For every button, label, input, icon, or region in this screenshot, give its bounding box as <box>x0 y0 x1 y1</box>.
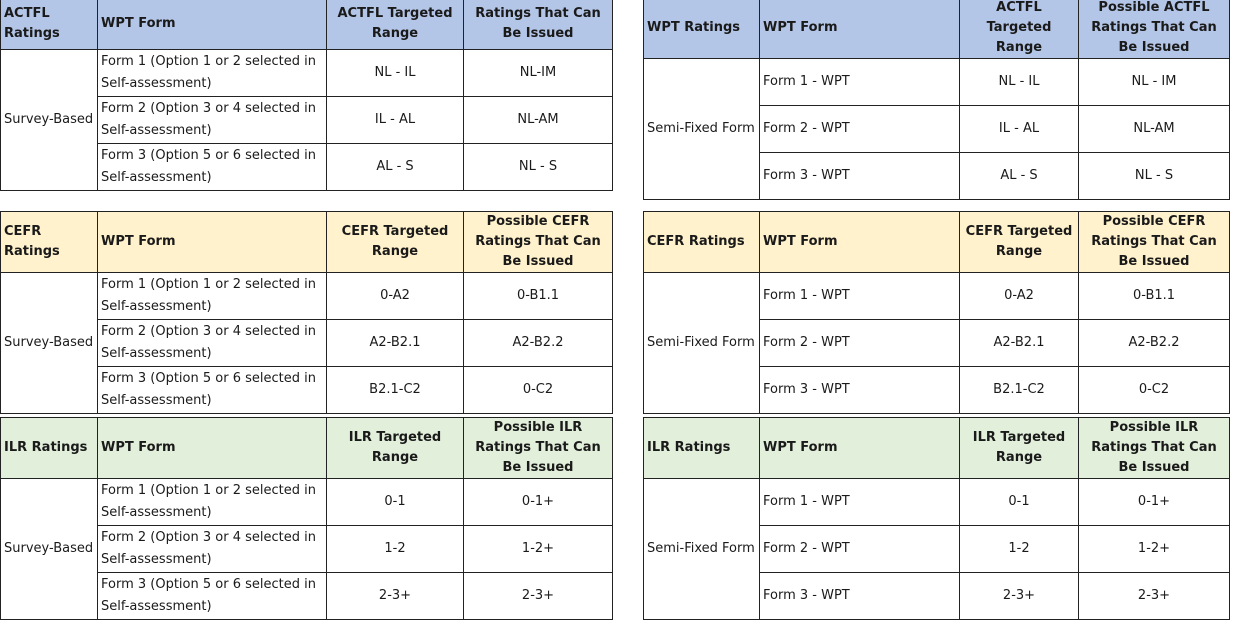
header-ratings-issued: Possible CEFR Ratings That Can Be Issued <box>1078 211 1230 273</box>
issued-cell: 1-2+ <box>463 525 613 573</box>
range-cell: A2-B2.1 <box>326 319 464 367</box>
group-label: Survey-Based <box>0 272 98 414</box>
header-ratings: CEFR Ratings <box>0 211 98 273</box>
range-cell: AL - S <box>326 143 464 191</box>
actfl-survey-table: ACTFL Ratings WPT Form ACTFL Targeted Ra… <box>0 0 613 191</box>
header-targeted-range: ACTFL Targeted Range <box>959 0 1079 59</box>
issued-cell: NL - S <box>1078 152 1230 200</box>
issued-cell: 2-3+ <box>1078 572 1230 620</box>
form-cell: Form 3 - WPT <box>759 572 960 620</box>
issued-cell: NL-AM <box>1078 105 1230 153</box>
issued-cell: NL-IM <box>463 49 613 97</box>
issued-cell: NL - IM <box>1078 58 1230 106</box>
form-cell: Form 1 - WPT <box>759 58 960 106</box>
header-wpt-form: WPT Form <box>759 211 960 273</box>
group-label: Survey-Based <box>0 478 98 620</box>
range-cell: 0-A2 <box>959 272 1079 320</box>
range-cell: 1-2 <box>326 525 464 573</box>
header-targeted-range: ACTFL Targeted Range <box>326 0 464 50</box>
form-cell: Form 2 - WPT <box>759 105 960 153</box>
form-cell: Form 2 (Option 3 or 4 selected in Self-a… <box>97 525 327 573</box>
form-cell: Form 1 - WPT <box>759 478 960 526</box>
range-cell: B2.1-C2 <box>326 366 464 414</box>
range-cell: 2-3+ <box>326 572 464 620</box>
issued-cell: 0-C2 <box>463 366 613 414</box>
form-cell: Form 2 (Option 3 or 4 selected in Self-a… <box>97 319 327 367</box>
issued-cell: 0-1+ <box>463 478 613 526</box>
header-ratings: CEFR Ratings <box>643 211 760 273</box>
header-wpt-form: WPT Form <box>97 0 327 50</box>
header-wpt-form: WPT Form <box>759 417 960 479</box>
actfl-semi-fixed-table: WPT Ratings WPT Form ACTFL Targeted Rang… <box>643 0 1230 200</box>
header-ratings: ACTFL Ratings <box>0 0 98 50</box>
issued-cell: 0-B1.1 <box>463 272 613 320</box>
range-cell: A2-B2.1 <box>959 319 1079 367</box>
issued-cell: 0-1+ <box>1078 478 1230 526</box>
form-cell: Form 3 (Option 5 or 6 selected in Self-a… <box>97 366 327 414</box>
header-wpt-form: WPT Form <box>97 417 327 479</box>
issued-cell: A2-B2.2 <box>463 319 613 367</box>
form-cell: Form 1 - WPT <box>759 272 960 320</box>
header-wpt-form: WPT Form <box>759 0 960 59</box>
range-cell: NL - IL <box>326 49 464 97</box>
form-cell: Form 1 (Option 1 or 2 selected in Self-a… <box>97 49 327 97</box>
header-targeted-range: CEFR Targeted Range <box>959 211 1079 273</box>
header-ratings: ILR Ratings <box>643 417 760 479</box>
cefr-survey-table: CEFR Ratings WPT Form CEFR Targeted Rang… <box>0 211 613 414</box>
range-cell: 2-3+ <box>959 572 1079 620</box>
header-ratings-issued: Ratings That Can Be Issued <box>463 0 613 50</box>
form-cell: Form 2 (Option 3 or 4 selected in Self-a… <box>97 96 327 144</box>
header-ratings-issued: Possible ILR Ratings That Can Be Issued <box>1078 417 1230 479</box>
issued-cell: A2-B2.2 <box>1078 319 1230 367</box>
issued-cell: NL-AM <box>463 96 613 144</box>
group-label: Survey-Based <box>0 49 98 191</box>
group-label: Semi-Fixed Form <box>643 272 760 414</box>
header-targeted-range: ILR Targeted Range <box>326 417 464 479</box>
form-cell: Form 3 (Option 5 or 6 selected in Self-a… <box>97 143 327 191</box>
ilr-semi-fixed-table: ILR Ratings WPT Form ILR Targeted Range … <box>643 417 1230 620</box>
cefr-semi-fixed-table: CEFR Ratings WPT Form CEFR Targeted Rang… <box>643 211 1230 414</box>
range-cell: IL - AL <box>959 105 1079 153</box>
header-wpt-form: WPT Form <box>97 211 327 273</box>
header-targeted-range: ILR Targeted Range <box>959 417 1079 479</box>
issued-cell: NL - S <box>463 143 613 191</box>
header-ratings-issued: Possible CEFR Ratings That Can Be Issued <box>463 211 613 273</box>
form-cell: Form 3 - WPT <box>759 366 960 414</box>
range-cell: B2.1-C2 <box>959 366 1079 414</box>
form-cell: Form 3 (Option 5 or 6 selected in Self-a… <box>97 572 327 620</box>
form-cell: Form 2 - WPT <box>759 525 960 573</box>
issued-cell: 0-C2 <box>1078 366 1230 414</box>
range-cell: 0-A2 <box>326 272 464 320</box>
range-cell: AL - S <box>959 152 1079 200</box>
form-cell: Form 1 (Option 1 or 2 selected in Self-a… <box>97 272 327 320</box>
form-cell: Form 3 - WPT <box>759 152 960 200</box>
group-label: Semi-Fixed Form <box>643 478 760 620</box>
range-cell: 0-1 <box>326 478 464 526</box>
header-ratings-issued: Possible ACTFL Ratings That Can Be Issue… <box>1078 0 1230 59</box>
form-cell: Form 2 - WPT <box>759 319 960 367</box>
range-cell: NL - IL <box>959 58 1079 106</box>
issued-cell: 2-3+ <box>463 572 613 620</box>
header-ratings: ILR Ratings <box>0 417 98 479</box>
range-cell: IL - AL <box>326 96 464 144</box>
range-cell: 0-1 <box>959 478 1079 526</box>
range-cell: 1-2 <box>959 525 1079 573</box>
form-cell: Form 1 (Option 1 or 2 selected in Self-a… <box>97 478 327 526</box>
group-label: Semi-Fixed Form <box>643 58 760 200</box>
header-targeted-range: CEFR Targeted Range <box>326 211 464 273</box>
issued-cell: 0-B1.1 <box>1078 272 1230 320</box>
ilr-survey-table: ILR Ratings WPT Form ILR Targeted Range … <box>0 417 613 620</box>
header-ratings-issued: Possible ILR Ratings That Can Be Issued <box>463 417 613 479</box>
header-ratings: WPT Ratings <box>643 0 760 59</box>
issued-cell: 1-2+ <box>1078 525 1230 573</box>
